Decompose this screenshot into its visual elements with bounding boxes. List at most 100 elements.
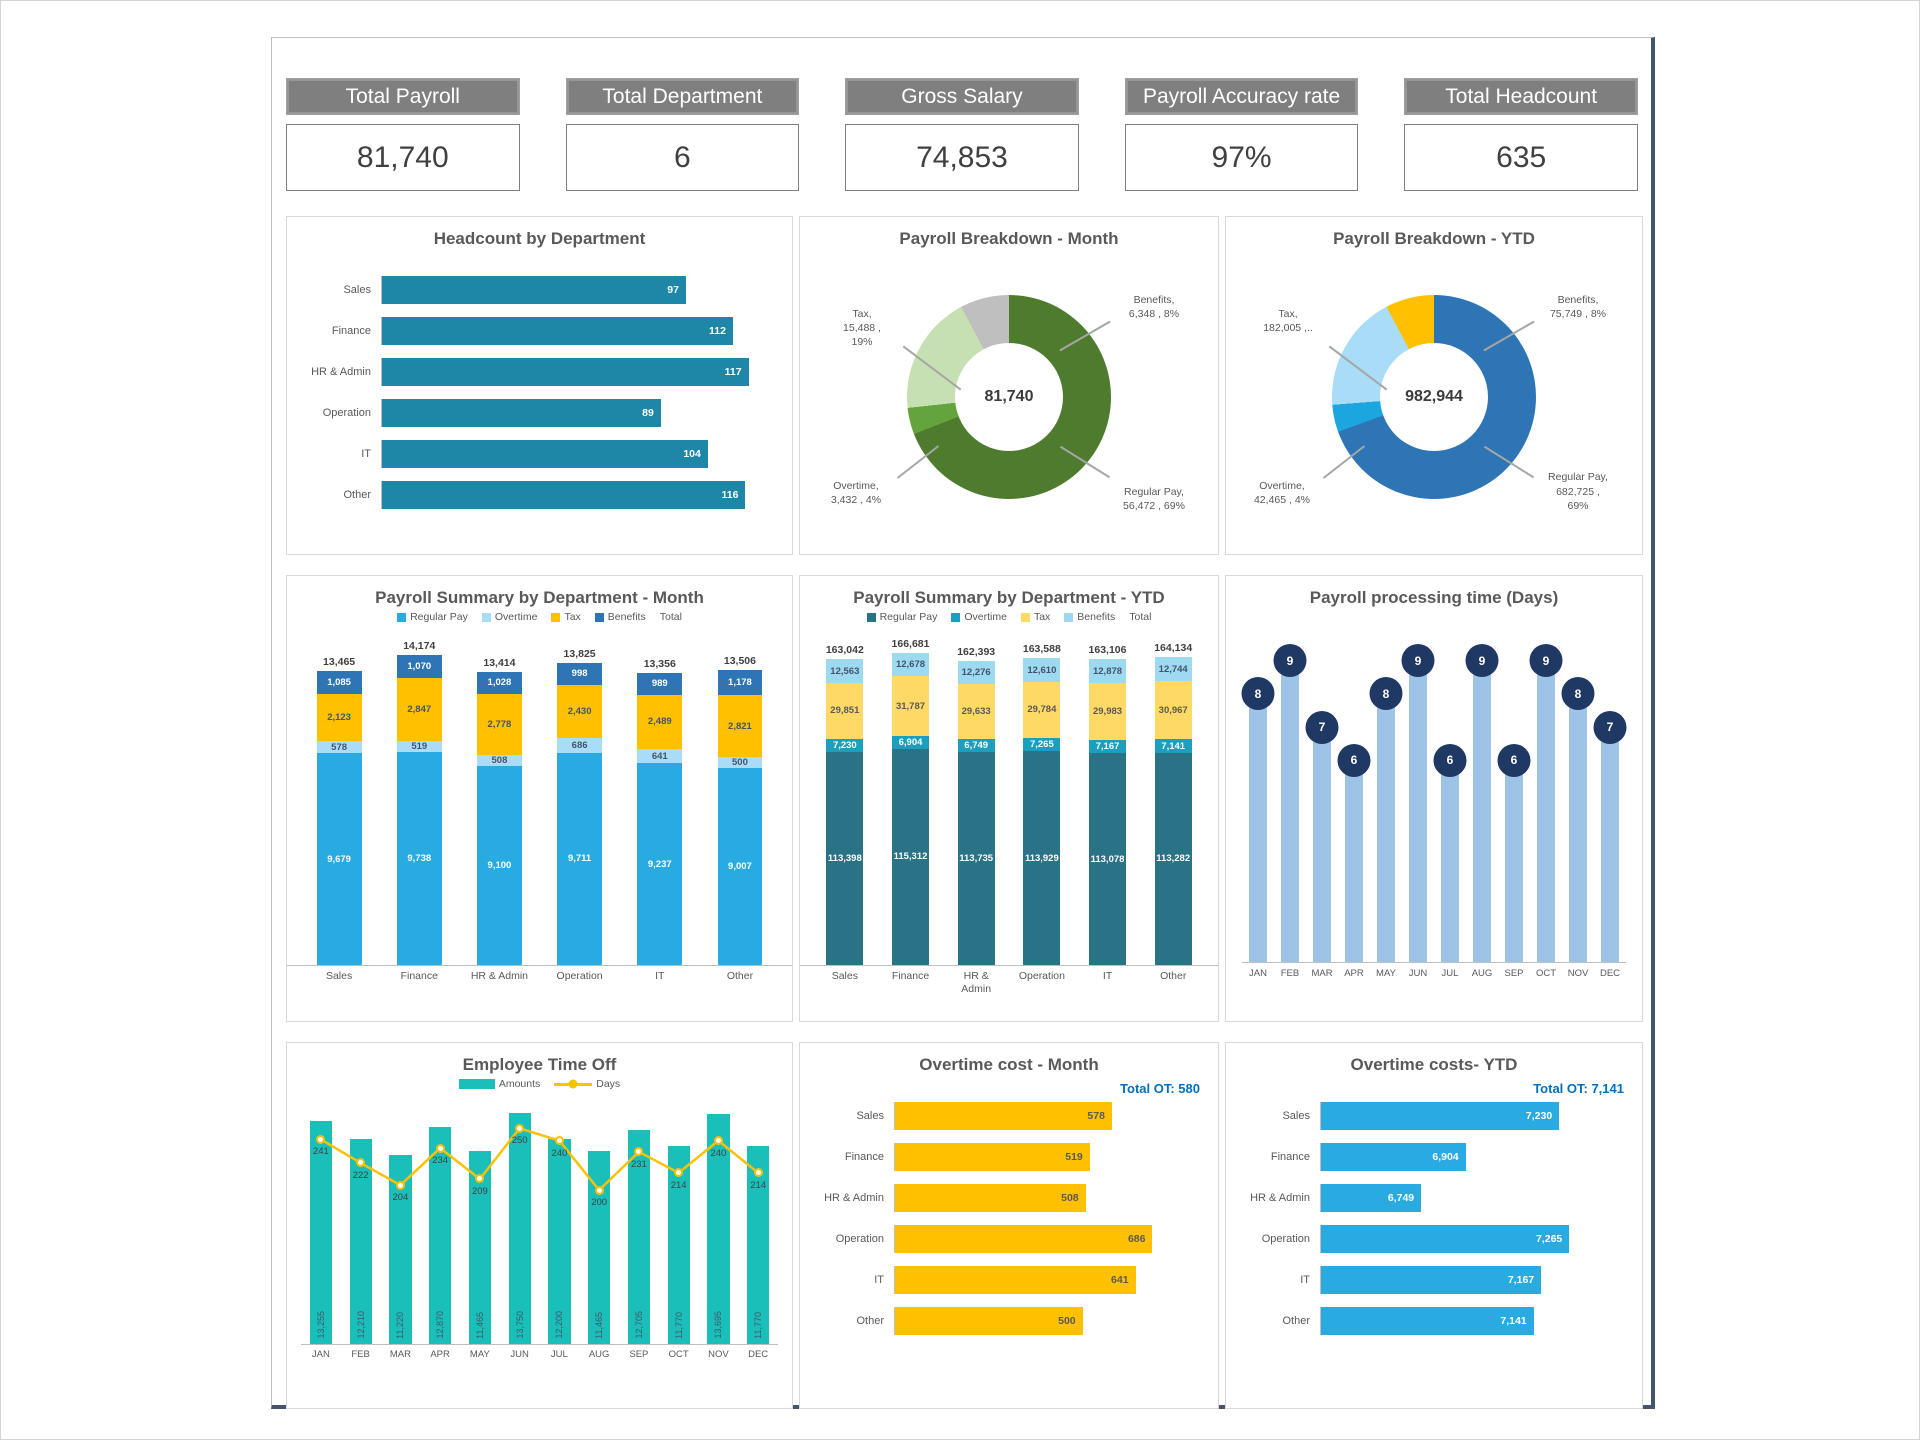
bar-segment-benefits: 12,563 <box>826 659 864 683</box>
bar <box>1568 696 1588 962</box>
segment-value-label: 12,276 <box>961 666 991 678</box>
segment-value-label: 1,028 <box>487 677 512 689</box>
bar-value-label: 578 <box>1087 1110 1105 1122</box>
segment-value-label: 2,847 <box>407 704 432 716</box>
bar <box>1280 663 1300 962</box>
legend-item: Overtime <box>481 611 537 623</box>
bar: 686 <box>895 1225 1153 1253</box>
bar-segment-tax: 29,983 <box>1089 683 1126 740</box>
kpi-header-label: Total Payroll <box>286 78 520 115</box>
bar-segment-regular-pay: 9,237 <box>637 763 683 965</box>
category-label: NOV <box>1567 968 1589 979</box>
bar-value-label: 13,750 <box>514 1311 525 1339</box>
payroll-dashboard: Total Payroll 81,740 Total Department 6 Gros… <box>271 37 1655 1409</box>
bar: 7,141 <box>1321 1307 1534 1335</box>
bar-value-label: 12,200 <box>554 1311 565 1339</box>
bar-segment-overtime: 7,167 <box>1089 739 1126 754</box>
segment-value-label: 6,904 <box>898 736 923 748</box>
value-circle: 9 <box>1465 644 1499 678</box>
bar: 7,230 <box>1321 1102 1560 1130</box>
legend-label: Regular Pay <box>410 611 468 623</box>
legend-label: Amounts <box>498 1078 541 1090</box>
bar-column: 8 <box>1369 630 1403 962</box>
slice-label-benefits: Benefits, 75,749 , 8% <box>1549 294 1607 321</box>
days-value-label: 214 <box>750 1179 767 1191</box>
segment-value-label: 2,489 <box>647 716 672 728</box>
panel-overtime-cost-month[interactable]: Overtime cost - Month Total OT: 580 Sale… <box>799 1042 1219 1409</box>
bar-segment-benefits: 12,678 <box>892 652 929 677</box>
segment-value-label: 2,821 <box>728 720 752 732</box>
bar-value-wrap: 13,695 <box>707 1311 729 1339</box>
category-label: IT <box>1300 1274 1310 1286</box>
panel-overtime-costs-ytd[interactable]: Overtime costs- YTD Total OT: 7,141 Sale… <box>1225 1042 1643 1409</box>
bar-segment-tax: 2,430 <box>557 684 603 738</box>
bar-column: 6 <box>1433 630 1467 962</box>
category-label: FEB <box>1280 968 1300 979</box>
kpi-header-label: Gross Salary <box>845 78 1079 115</box>
legend-item: Tax <box>1020 611 1050 623</box>
bar-stack: 113,735 6,749 29,633 12,276 162,393 <box>957 637 995 965</box>
bar <box>1312 729 1332 962</box>
bar-row: IT 7,167 <box>1232 1266 1608 1294</box>
bar: 6,749 <box>1321 1184 1422 1212</box>
bar-track: 7,141 <box>1320 1307 1608 1335</box>
bar: 112 <box>382 317 733 345</box>
donut-ring: 81,740 <box>907 295 1111 499</box>
bar: 508 <box>895 1184 1086 1212</box>
legend-swatch <box>1064 612 1074 622</box>
legend-item: Tax <box>551 611 581 623</box>
panel-headcount-by-department[interactable]: Headcount by Department Sales 97 Finance 11… <box>286 216 793 555</box>
bar-track: 686 <box>894 1225 1184 1253</box>
segment-value-label: 113,929 <box>1024 852 1059 864</box>
value-circle: 8 <box>1369 677 1403 711</box>
legend-swatch <box>397 612 407 622</box>
bar-segment-overtime: 641 <box>637 749 683 764</box>
segment-value-label: 29,784 <box>1027 704 1057 716</box>
bar-segment-tax: 30,967 <box>1154 681 1192 740</box>
segment-value-label: 12,744 <box>1158 663 1188 675</box>
category-label: IT <box>874 1274 884 1286</box>
slice-label-tax: Tax, 15,488 , 19% <box>843 308 881 349</box>
category-label: Other <box>856 1315 884 1327</box>
bar-track: 578 <box>894 1102 1184 1130</box>
bar: 11,770 <box>747 1145 770 1344</box>
panel-payroll-breakdown-month[interactable]: Payroll Breakdown - Month 81,740 Regular … <box>799 216 1219 555</box>
days-value-label: 240 <box>551 1147 568 1159</box>
bar-value-label: 112 <box>708 325 726 337</box>
bar-segment-tax: 2,778 <box>476 694 522 755</box>
donut-hole: 982,944 <box>1380 343 1488 451</box>
panel-payroll-summary-ytd[interactable]: Payroll Summary by Department - YTD Regu… <box>799 575 1219 1022</box>
segment-value-label: 7,167 <box>1095 740 1120 752</box>
total-label: 163,042 <box>825 644 864 657</box>
days-value-label: 231 <box>630 1158 647 1170</box>
bar: 578 <box>895 1102 1112 1130</box>
segment-value-label: 998 <box>571 668 588 680</box>
segment-value-label: 1,070 <box>407 661 432 673</box>
bar <box>1408 663 1428 962</box>
bar-stack: 113,398 7,230 29,851 12,563 163,042 <box>826 637 864 965</box>
value-circle: 9 <box>1401 644 1435 678</box>
slice-label-tax: Tax, 182,005 ,.. <box>1263 308 1313 335</box>
bar-segment-benefits: 12,744 <box>1154 657 1192 682</box>
line-marker <box>515 1123 525 1133</box>
bar-segment-overtime: 508 <box>476 754 522 767</box>
bar-column: 9 <box>1465 630 1499 962</box>
bar-segment-overtime: 500 <box>717 757 763 768</box>
category-label: MAR <box>389 1349 411 1360</box>
segment-value-label: 113,282 <box>1156 853 1191 865</box>
segment-value-label: 1,178 <box>728 677 752 689</box>
bar <box>1504 762 1524 962</box>
panel-payroll-breakdown-ytd[interactable]: Payroll Breakdown - YTD 982,944 Regular P… <box>1225 216 1643 555</box>
category-label: Other <box>1160 970 1187 982</box>
bar <box>1248 696 1268 962</box>
panel-employee-time-off[interactable]: Employee Time Off Amounts Days 13,255 12,21… <box>286 1042 793 1409</box>
bar-track: 500 <box>894 1307 1184 1335</box>
kpi-card-total-payroll: Total Payroll 81,740 <box>286 78 520 191</box>
kpi-header-label: Total Department <box>565 78 800 115</box>
category-label: Other <box>1282 1315 1310 1327</box>
bar-column: 12,705 <box>619 1100 659 1344</box>
bar <box>1600 729 1620 962</box>
panel-payroll-summary-month[interactable]: Payroll Summary by Department - Month Re… <box>286 575 793 1022</box>
bar-segment-regular-pay: 113,078 <box>1089 753 1126 965</box>
